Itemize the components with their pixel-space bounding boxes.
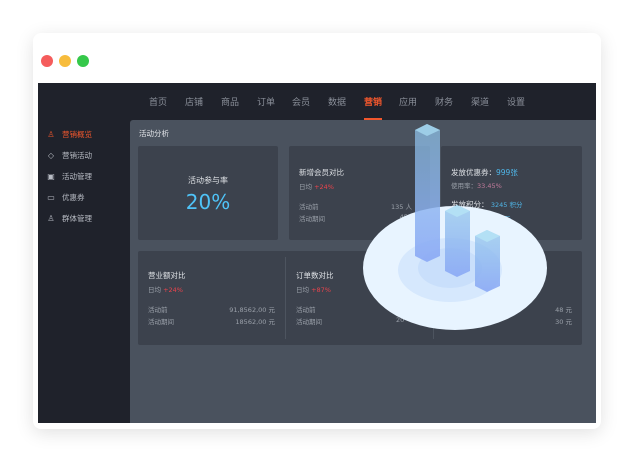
panel-title: 活动分析 — [139, 129, 169, 138]
nav-products[interactable]: 商品 — [221, 98, 240, 108]
coupons-points: 发放积分： 3245 积分 — [451, 200, 523, 209]
revenue-title: 营业额对比 — [148, 271, 186, 280]
members-title: 新增会员对比 — [299, 168, 344, 177]
coupons-issued: 发放优惠券：999张 — [451, 168, 518, 177]
minimize-dot[interactable] — [59, 55, 71, 67]
members-before-value: 135 人 — [391, 203, 412, 211]
nav-marketing[interactable]: 营销 — [364, 98, 383, 108]
orders-during-value: 20 — [396, 316, 405, 324]
revenue-during-value: 18562,00 元 — [235, 318, 275, 326]
close-dot[interactable] — [41, 55, 53, 67]
maximize-dot[interactable] — [77, 55, 89, 67]
third-during-value: 30 元 — [555, 318, 572, 326]
participation-label: 活动参与率 — [188, 176, 228, 185]
coupons-rate: 使用率：33.45% — [451, 182, 502, 190]
nav-active-underline — [364, 118, 382, 120]
sidebar-item-groups[interactable]: ♙ 群体管理 — [47, 214, 92, 223]
divider — [285, 257, 286, 339]
sidebar-item-campaigns[interactable]: ◇ 营销活动 — [47, 151, 92, 160]
members-avg: 日均 +24% — [299, 183, 334, 191]
participation-card: 活动参与率 20% — [138, 146, 278, 240]
group-icon: ♙ — [47, 214, 55, 223]
sidebar-item-activity-management[interactable]: ▣ 活动管理 — [47, 172, 92, 181]
nav-channels[interactable]: 渠道 — [471, 98, 490, 108]
pillar-right — [475, 230, 500, 292]
pillar-mid — [445, 205, 470, 277]
ticket-icon: ▭ — [47, 193, 55, 202]
sidebar-item-coupons[interactable]: ▭ 优惠券 — [47, 193, 85, 202]
orders-before-label: 活动前 — [296, 306, 316, 314]
sidebar-item-overview[interactable]: ♙ 营销概览 — [47, 130, 92, 139]
revenue-before-value: 91,8562,00 元 — [229, 306, 275, 314]
orders-avg: 日均 +87% — [296, 286, 331, 294]
revenue-before-label: 活动前 — [148, 306, 168, 314]
members-during-label: 活动期间 — [299, 215, 325, 223]
nav-apps[interactable]: 应用 — [399, 98, 418, 108]
third-before-value: 48 元 — [555, 306, 572, 314]
nav-finance[interactable]: 财务 — [435, 98, 454, 108]
nav-orders[interactable]: 订单 — [257, 98, 276, 108]
nav-data[interactable]: 数据 — [328, 98, 347, 108]
top-nav: 首页 店铺 商品 订单 会员 数据 营销 应用 财务 渠道 设置 — [38, 83, 596, 120]
nav-store[interactable]: 店铺 — [185, 98, 204, 108]
tag-icon: ◇ — [47, 151, 55, 160]
members-before-label: 活动前 — [299, 203, 319, 211]
user-icon: ♙ — [47, 130, 55, 139]
participation-value: 20% — [185, 190, 231, 214]
revenue-during-label: 活动期间 — [148, 318, 174, 326]
calendar-icon: ▣ — [47, 172, 55, 181]
pillar-tall — [415, 124, 440, 262]
nav-settings[interactable]: 设置 — [507, 98, 526, 108]
orders-title: 订单数对比 — [296, 271, 334, 280]
orders-during-label: 活动期间 — [296, 318, 322, 326]
nav-members[interactable]: 会员 — [292, 98, 311, 108]
coupons-card: 发放优惠券：999张 使用率：33.45% 发放积分： 3245 积分 34 元 — [441, 146, 582, 240]
nav-home[interactable]: 首页 — [149, 98, 168, 108]
revenue-avg: 日均 +24% — [148, 286, 183, 294]
